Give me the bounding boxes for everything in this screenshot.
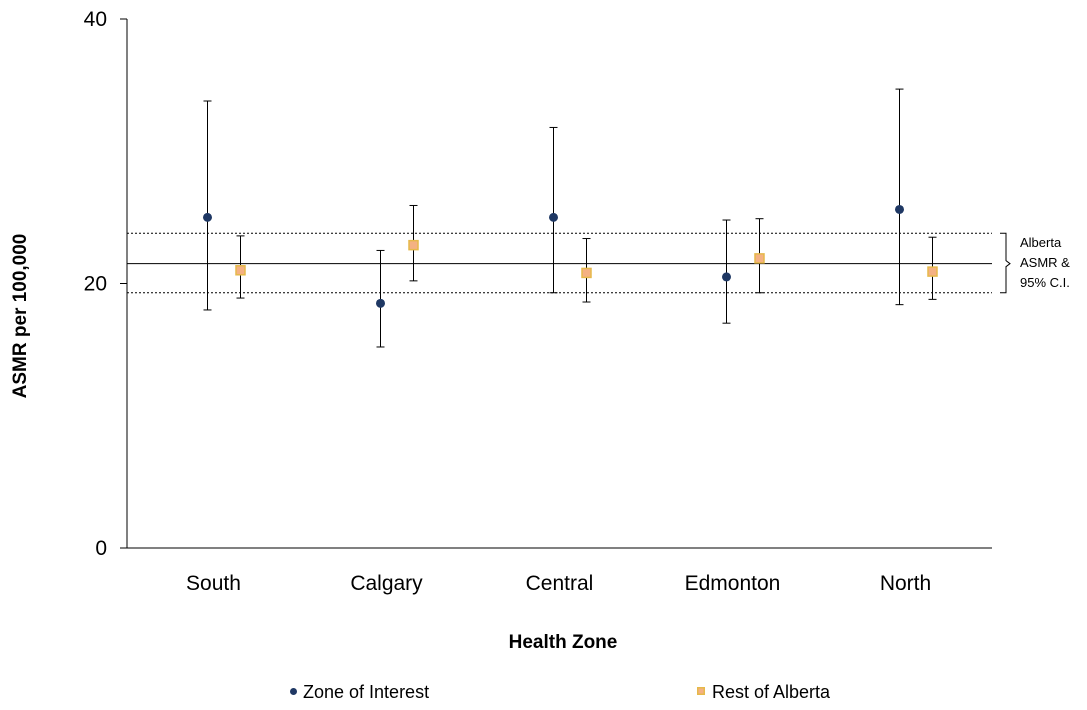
zone-of-interest-point [376,298,385,308]
rest-of-alberta-point [754,253,765,264]
alberta-reference-lines [127,232,992,294]
zone-of-interest-point [203,212,212,222]
x-tick-label: South [186,572,241,595]
legend-circle-marker [290,687,297,695]
zone-of-interest-point [722,272,731,282]
y-tick-label: 20 [84,273,107,296]
tick-labels: 0 20 40 South Calgary Central Edmonton North [84,8,932,595]
chart-marks [203,88,938,348]
reference-bracket [1000,232,1011,294]
x-tick-label: North [880,572,931,595]
legend-item-rest-of-alberta: Rest of Alberta [697,682,830,703]
legend-square-marker [697,687,705,696]
x-axis-title: Health Zone [509,632,618,653]
rest-of-alberta-point [408,239,419,251]
y-axis-title: ASMR per 100,000 [10,234,31,399]
legend-label: Zone of Interest [303,682,430,702]
legend-label: Rest of Alberta [712,682,831,702]
legend-item-zone-of-interest: Zone of Interest [290,682,429,703]
rest-of-alberta-point [235,265,246,276]
x-tick-label: Central [526,572,594,595]
rest-of-alberta-point [927,266,938,277]
axes [120,18,992,549]
reference-label-line: ASMR & [1020,255,1070,270]
rest-of-alberta-point [581,267,592,279]
x-tick-label: Calgary [350,572,423,595]
reference-label-line: 95% C.I. [1020,275,1070,290]
zone-of-interest-point [895,204,904,214]
zone-of-interest-point [549,212,558,222]
y-tick-label: 40 [84,8,107,31]
x-tick-label: Edmonton [685,572,781,595]
reference-label-line: Alberta [1020,235,1062,250]
reference-label: Alberta ASMR & 95% C.I. [1000,232,1070,294]
y-tick-label: 0 [95,537,107,560]
